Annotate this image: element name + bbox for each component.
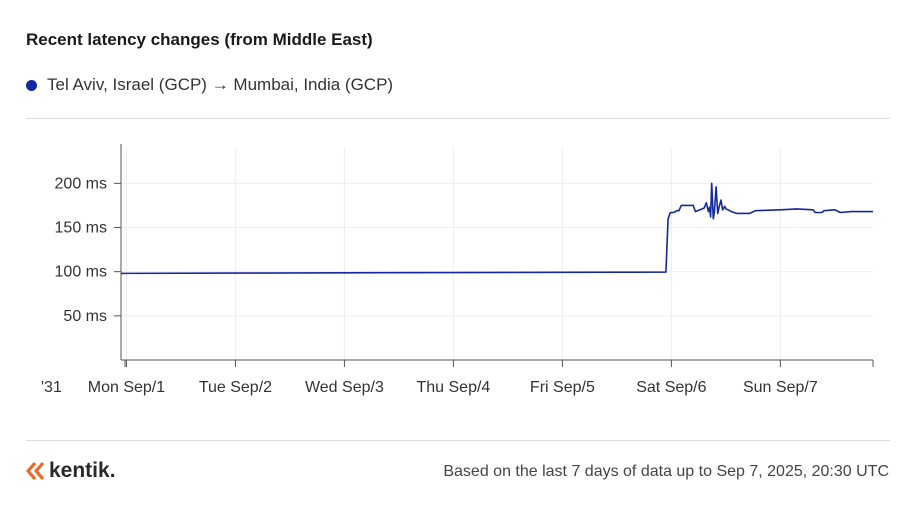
x-tick-label-partial: '31 — [41, 379, 62, 396]
legend[interactable]: Tel Aviv, Israel (GCP) → Mumbai, India (… — [26, 75, 393, 95]
y-tick-label: 150 ms — [55, 220, 107, 237]
series — [120, 182, 873, 275]
y-tick-label: 50 ms — [63, 308, 107, 325]
chart-title: Recent latency changes (from Middle East… — [26, 30, 373, 49]
x-tick-label: Thu Sep/4 — [416, 379, 490, 396]
legend-label: Tel Aviv, Israel (GCP) → Mumbai, India (… — [47, 75, 394, 94]
x-tick-label: Sat Sep/6 — [636, 379, 706, 396]
latency-chart[interactable]: Mon Sep/1 Tue Sep/2 Wed Sep/3 Thu Sep/4 Fri … — [0, 130, 915, 410]
legend-dot-icon — [26, 79, 37, 91]
tick-labels: Mon Sep/1 Tue Sep/2 Wed Sep/3 Thu Sep/4 Fri … — [41, 175, 818, 396]
x-tick-label: Mon Sep/1 — [88, 379, 165, 396]
kentik-chevron-icon — [26, 462, 45, 480]
top-divider — [26, 118, 890, 119]
x-tick-label: Fri Sep/5 — [530, 379, 595, 396]
axes — [114, 144, 874, 367]
bottom-divider — [26, 440, 890, 441]
x-tick-label: Wed Sep/3 — [305, 379, 384, 396]
kentik-logo[interactable]: kentik. — [26, 459, 116, 483]
data-range-note: Based on the last 7 days of data up to S… — [443, 463, 889, 480]
brand-name: kentik. — [49, 459, 116, 482]
y-tick-label: 200 ms — [55, 175, 107, 192]
y-tick-label: 100 ms — [55, 264, 107, 281]
series-line — [120, 182, 873, 275]
grid — [121, 148, 873, 360]
x-tick-label: Sun Sep/7 — [743, 379, 818, 396]
x-tick-label: Tue Sep/2 — [199, 379, 272, 396]
